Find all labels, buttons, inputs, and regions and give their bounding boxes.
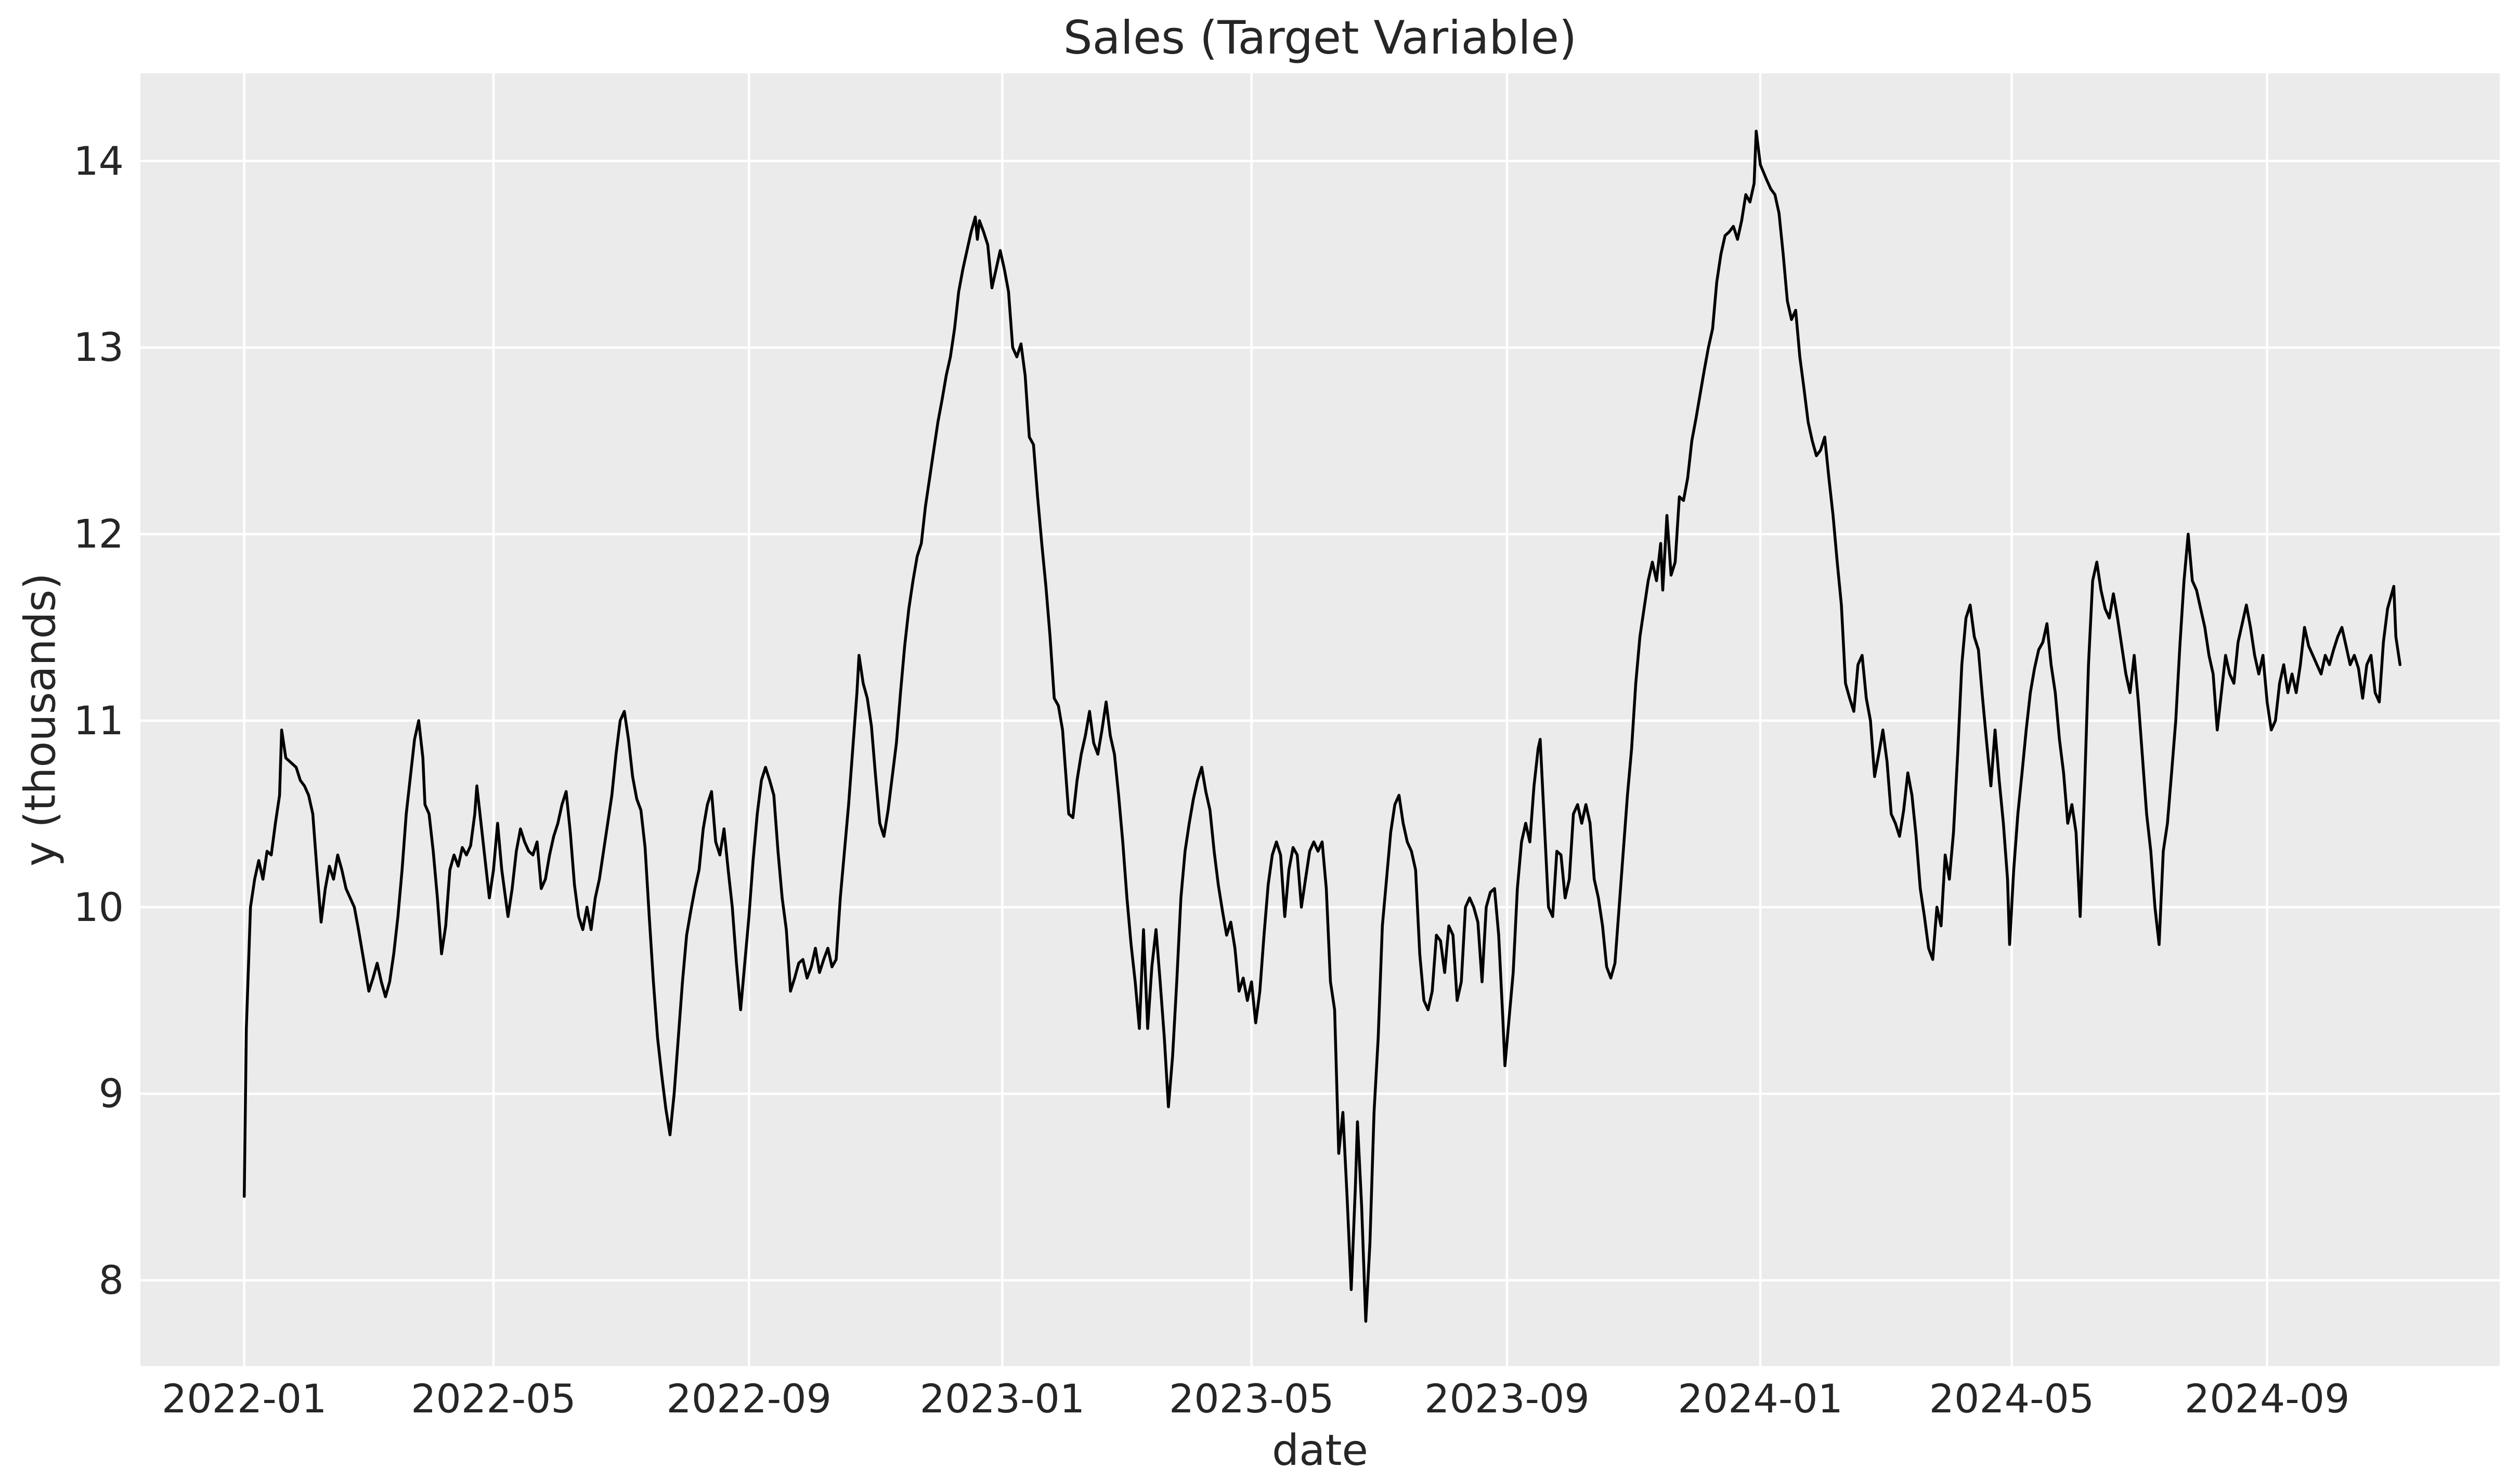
- x-tick-label: 2023-05: [1168, 1375, 1334, 1422]
- sales-line-series: [242, 129, 2402, 1323]
- x-tick-label: 2023-01: [919, 1375, 1085, 1422]
- y-tick-label: 13: [73, 324, 124, 371]
- x-tick-label: 2022-09: [666, 1375, 832, 1422]
- y-tick-label: 9: [98, 1070, 124, 1117]
- x-tick-label: 2024-05: [1929, 1375, 2095, 1422]
- chart-title: Sales (Target Variable): [1063, 11, 1577, 64]
- y-tick-label: 12: [73, 511, 124, 557]
- y-tick-label: 10: [73, 884, 124, 930]
- x-tick-label: 2022-05: [411, 1375, 576, 1422]
- x-axis-label: date: [1272, 1426, 1368, 1475]
- y-tick-label: 11: [73, 697, 124, 744]
- x-tick-label: 2024-01: [1678, 1375, 1843, 1422]
- x-tick-label: 2022-01: [161, 1375, 327, 1422]
- x-tick-label: 2023-09: [1424, 1375, 1590, 1422]
- y-tick-label: 8: [98, 1256, 124, 1303]
- y-tick-label: 14: [73, 137, 124, 184]
- x-tick-label: 2024-09: [2184, 1375, 2350, 1422]
